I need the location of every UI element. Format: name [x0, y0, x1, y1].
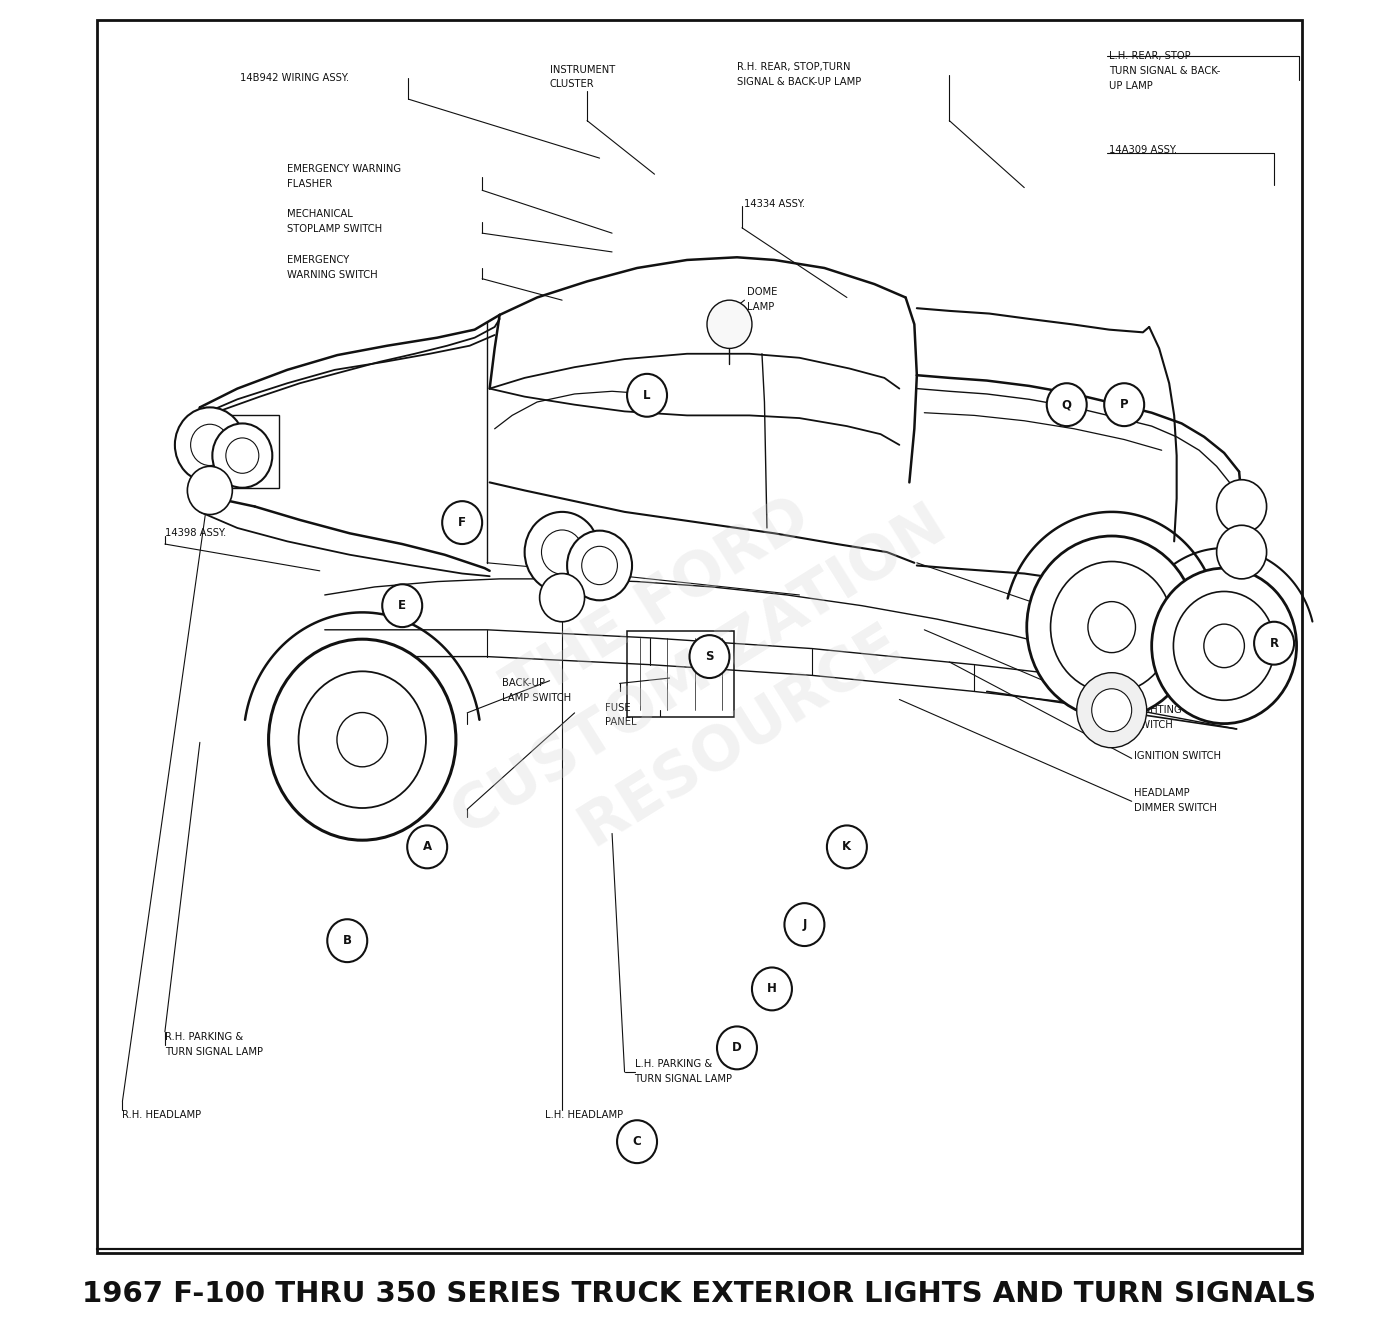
Circle shape: [525, 512, 600, 592]
Text: SWITCH: SWITCH: [1135, 720, 1172, 730]
Text: EMERGENCY: EMERGENCY: [287, 255, 350, 265]
Text: STOPLAMP SWITCH: STOPLAMP SWITCH: [287, 224, 382, 234]
Circle shape: [567, 531, 632, 600]
Circle shape: [187, 466, 232, 515]
Circle shape: [1203, 624, 1244, 667]
Text: DIMMER SWITCH: DIMMER SWITCH: [1135, 803, 1217, 813]
Circle shape: [706, 300, 751, 348]
Circle shape: [1088, 602, 1136, 653]
Text: PANEL: PANEL: [604, 717, 637, 728]
Text: Q: Q: [1062, 398, 1072, 411]
Text: EMERGENCY WARNING: EMERGENCY WARNING: [287, 163, 402, 174]
Text: THE FORD
CUSTOMIZATION
RESOURCE: THE FORD CUSTOMIZATION RESOURCE: [402, 429, 997, 911]
Circle shape: [1046, 383, 1087, 426]
Text: HEADLAMP: HEADLAMP: [1135, 788, 1189, 799]
Text: P: P: [1119, 398, 1129, 411]
Text: LIGHTING: LIGHTING: [1135, 705, 1182, 716]
Text: B: B: [343, 934, 351, 947]
Text: R.H. PARKING &: R.H. PARKING &: [165, 1032, 243, 1043]
Circle shape: [175, 407, 245, 482]
Text: TURN SIGNAL LAMP: TURN SIGNAL LAMP: [635, 1073, 733, 1084]
Text: L.H. REAR, STOP: L.H. REAR, STOP: [1109, 51, 1191, 62]
Text: 14B942 WIRING ASSY.: 14B942 WIRING ASSY.: [239, 72, 348, 83]
Circle shape: [627, 374, 667, 417]
Circle shape: [269, 639, 456, 840]
Circle shape: [442, 501, 483, 544]
Text: INSTRUMENT: INSTRUMENT: [550, 64, 614, 75]
Text: H: H: [767, 982, 776, 996]
Text: BACK-UP: BACK-UP: [502, 678, 546, 689]
Text: 14290 ASSY.: 14290 ASSY.: [347, 809, 409, 820]
Text: 14A309 ASSY.: 14A309 ASSY.: [1109, 145, 1178, 155]
Circle shape: [327, 919, 368, 962]
Text: TURN SIGNAL & BACK-: TURN SIGNAL & BACK-: [1109, 66, 1220, 76]
Text: C: C: [632, 1135, 641, 1148]
Circle shape: [582, 547, 617, 584]
Circle shape: [225, 438, 259, 473]
Circle shape: [1217, 525, 1266, 579]
Circle shape: [690, 635, 729, 678]
Text: FLASHER: FLASHER: [287, 178, 333, 189]
Circle shape: [1217, 480, 1266, 533]
Text: LAMP SWITCH: LAMP SWITCH: [502, 693, 571, 704]
Circle shape: [1151, 568, 1297, 724]
Text: SIGNAL & BACK-UP LAMP: SIGNAL & BACK-UP LAMP: [737, 76, 862, 87]
Text: J: J: [802, 918, 807, 931]
Circle shape: [827, 825, 867, 868]
Text: LAMP: LAMP: [747, 302, 774, 312]
Circle shape: [190, 425, 229, 465]
Circle shape: [1091, 689, 1132, 732]
Text: TURN SIGNAL LAMP: TURN SIGNAL LAMP: [165, 1047, 263, 1057]
Circle shape: [382, 584, 422, 627]
Text: L: L: [644, 389, 651, 402]
Text: R.H. REAR, STOP,TURN: R.H. REAR, STOP,TURN: [737, 62, 851, 72]
Circle shape: [540, 574, 585, 622]
Circle shape: [1254, 622, 1294, 665]
Text: DOME: DOME: [747, 287, 778, 297]
Text: S: S: [705, 650, 713, 663]
Circle shape: [213, 423, 273, 488]
Text: E: E: [399, 599, 406, 612]
Circle shape: [617, 1120, 658, 1163]
Circle shape: [407, 825, 448, 868]
Circle shape: [1174, 591, 1274, 701]
Text: MECHANICAL: MECHANICAL: [287, 209, 353, 220]
Text: 14398 ASSY.: 14398 ASSY.: [165, 528, 227, 539]
Circle shape: [541, 531, 583, 575]
Circle shape: [785, 903, 824, 946]
Circle shape: [1104, 383, 1144, 426]
Text: 14401 ASSY.: 14401 ASSY.: [347, 716, 409, 726]
Circle shape: [1051, 561, 1172, 693]
Text: R.H. HEADLAMP: R.H. HEADLAMP: [123, 1110, 201, 1120]
Text: FUSE: FUSE: [604, 702, 630, 713]
Text: 14334 ASSY.: 14334 ASSY.: [744, 198, 806, 209]
Circle shape: [751, 967, 792, 1010]
Text: L.H. PARKING &: L.H. PARKING &: [635, 1059, 712, 1069]
Text: L.H. HEADLAMP: L.H. HEADLAMP: [544, 1110, 623, 1120]
Text: UP LAMP: UP LAMP: [1109, 80, 1153, 91]
Text: R: R: [1269, 636, 1279, 650]
Text: K: K: [842, 840, 852, 854]
Text: A: A: [422, 840, 432, 854]
Text: D: D: [732, 1041, 741, 1055]
Text: F: F: [457, 516, 466, 529]
Circle shape: [337, 713, 388, 766]
Circle shape: [716, 1026, 757, 1069]
Circle shape: [298, 671, 425, 808]
Circle shape: [1077, 673, 1147, 748]
Text: 14405 ASSY.: 14405 ASSY.: [1129, 606, 1191, 616]
Text: 1967 F-100 THRU 350 SERIES TRUCK EXTERIOR LIGHTS AND TURN SIGNALS: 1967 F-100 THRU 350 SERIES TRUCK EXTERIO…: [83, 1281, 1316, 1308]
Text: IGNITION SWITCH: IGNITION SWITCH: [1135, 750, 1221, 761]
Text: CLUSTER: CLUSTER: [550, 79, 595, 90]
Text: WARNING SWITCH: WARNING SWITCH: [287, 269, 378, 280]
Circle shape: [1027, 536, 1196, 718]
